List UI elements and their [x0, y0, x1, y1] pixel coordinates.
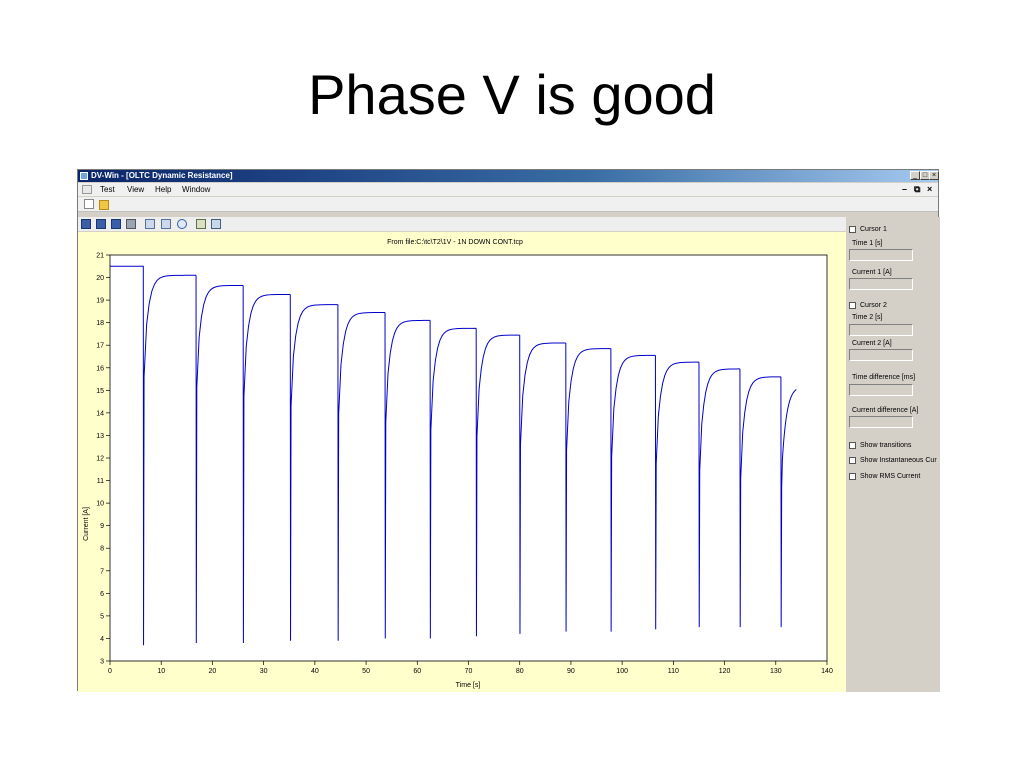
y-tick-label: 20: [96, 275, 104, 282]
plot-background: [109, 254, 828, 662]
x-tick-label: 0: [108, 668, 112, 675]
zoom-out-icon[interactable]: [161, 219, 171, 229]
title-bar[interactable]: DV-Win - [OLTC Dynamic Resistance] _ □ ×: [78, 170, 939, 182]
current-difference-field[interactable]: [849, 416, 913, 428]
time1-field[interactable]: [849, 249, 913, 261]
cursor1-label: Cursor 1: [860, 226, 887, 233]
y-tick-label: 5: [100, 613, 104, 620]
menu-help[interactable]: Help: [155, 185, 172, 194]
cursor1-checkbox[interactable]: [849, 225, 856, 233]
menu-bar: Test View Help Window – ⧉ ×: [78, 183, 938, 196]
export-icon[interactable]: [196, 219, 206, 229]
save-icon[interactable]: [81, 219, 91, 229]
y-tick-label: 14: [96, 410, 104, 417]
open-folder-icon[interactable]: [99, 200, 109, 210]
app-window: DV-Win - [OLTC Dynamic Resistance] _ □ ×…: [77, 169, 940, 692]
slide-title: Phase V is good: [308, 63, 716, 126]
time1-label: Time 1 [s]: [852, 240, 883, 247]
cursor-panel: Cursor 1 Time 1 [s] Current 1 [A] Cursor…: [846, 217, 940, 692]
menu-view[interactable]: View: [127, 185, 145, 194]
show-rms-row[interactable]: Show RMS Current: [849, 472, 920, 484]
menu-window[interactable]: Window: [182, 185, 211, 194]
y-tick-label: 16: [96, 365, 104, 372]
chart-title: From file:C:\tc\T2\1V - 1N DOWN CONT.tcp: [387, 239, 523, 246]
x-tick-label: 100: [616, 668, 628, 675]
current-chart[interactable]: 3 4 5 6 7 8 9 10 11 12 13 14 15 16 17 18 19 20 21 0 10 20 30 4…: [78, 232, 846, 692]
x-tick-label: 90: [567, 668, 575, 675]
time2-label: Time 2 [s]: [852, 314, 883, 321]
x-tick-label: 50: [362, 668, 370, 675]
x-tick-label: 80: [516, 668, 524, 675]
window-title: DV-Win - [OLTC Dynamic Resistance]: [91, 171, 233, 180]
new-file-icon[interactable]: [84, 199, 94, 209]
show-instantaneous-checkbox[interactable]: [849, 456, 856, 464]
mdi-restore-button[interactable]: ⧉: [914, 184, 921, 194]
y-tick-label: 9: [100, 523, 104, 530]
close-button[interactable]: ×: [929, 171, 939, 180]
y-tick-label: 21: [96, 253, 104, 260]
y-tick-label: 15: [96, 388, 104, 395]
y-tick-label: 19: [96, 298, 104, 305]
x-tick-label: 30: [260, 668, 268, 675]
x-axis-label: Time [s]: [456, 682, 481, 689]
show-transitions-label: Show transitions: [860, 442, 912, 449]
current2-label: Current 2 [A]: [852, 340, 892, 347]
x-tick-label: 110: [668, 668, 679, 675]
main-toolbar: [78, 197, 938, 212]
x-tick-label: 20: [209, 668, 217, 675]
copy-chart-icon[interactable]: [211, 219, 221, 229]
y-tick-label: 8: [100, 546, 104, 553]
show-transitions-row[interactable]: Show transitions: [849, 441, 911, 453]
menu-test[interactable]: Test: [100, 185, 115, 194]
x-tick-label: 40: [311, 668, 319, 675]
minimize-button[interactable]: _: [910, 171, 920, 180]
show-instantaneous-label: Show Instantaneous Cur: [860, 457, 937, 464]
undo-icon[interactable]: [177, 219, 187, 229]
mdi-minimize-button[interactable]: –: [902, 184, 908, 194]
time-difference-label: Time difference [ms]: [852, 374, 916, 381]
x-tick-label: 70: [465, 668, 473, 675]
show-rms-label: Show RMS Current: [860, 473, 921, 480]
chart-toolbar: [78, 217, 846, 231]
y-tick-label: 6: [100, 591, 104, 598]
x-tick-label: 120: [719, 668, 731, 675]
cursor2-label: Cursor 2: [860, 302, 887, 309]
save-as-icon[interactable]: [96, 219, 106, 229]
current2-field[interactable]: [849, 349, 913, 361]
x-tick-label: 140: [821, 668, 833, 675]
y-tick-label: 3: [100, 659, 104, 666]
cursor1-checkbox-row[interactable]: Cursor 1: [849, 225, 887, 237]
y-tick-label: 17: [96, 343, 104, 350]
time2-field[interactable]: [849, 324, 913, 336]
cursor2-checkbox[interactable]: [849, 301, 856, 309]
current1-label: Current 1 [A]: [852, 269, 892, 276]
app-icon: [80, 172, 88, 180]
cursor2-checkbox-row[interactable]: Cursor 2: [849, 301, 887, 313]
current-trace: [110, 265, 797, 646]
show-rms-checkbox[interactable]: [849, 472, 856, 480]
show-instantaneous-row[interactable]: Show Instantaneous Cur: [849, 456, 937, 468]
y-tick-label: 4: [100, 636, 104, 643]
y-axis-label: Current [A]: [83, 507, 90, 541]
x-tick-label: 130: [770, 668, 782, 675]
y-tick-label: 7: [100, 568, 104, 575]
x-tick-label: 60: [413, 668, 421, 675]
zoom-in-icon[interactable]: [145, 219, 155, 229]
print-icon[interactable]: [126, 219, 136, 229]
chart-area[interactable]: 3 4 5 6 7 8 9 10 11 12 13 14 15 16 17 18 19 20 21 0 10 20 30 4…: [78, 232, 846, 692]
save-all-icon[interactable]: [111, 219, 121, 229]
document-icon: [82, 185, 92, 194]
y-tick-label: 12: [96, 456, 104, 463]
mdi-close-button[interactable]: ×: [927, 184, 933, 194]
y-tick-label: 10: [96, 501, 104, 508]
y-tick-label: 13: [96, 433, 104, 440]
x-tick-label: 10: [157, 668, 165, 675]
current1-field[interactable]: [849, 278, 913, 290]
show-transitions-checkbox[interactable]: [849, 441, 856, 449]
time-difference-field[interactable]: [849, 384, 913, 396]
y-tick-label: 11: [97, 478, 104, 485]
current-difference-label: Current difference [A]: [852, 407, 919, 414]
y-tick-label: 18: [96, 320, 104, 327]
